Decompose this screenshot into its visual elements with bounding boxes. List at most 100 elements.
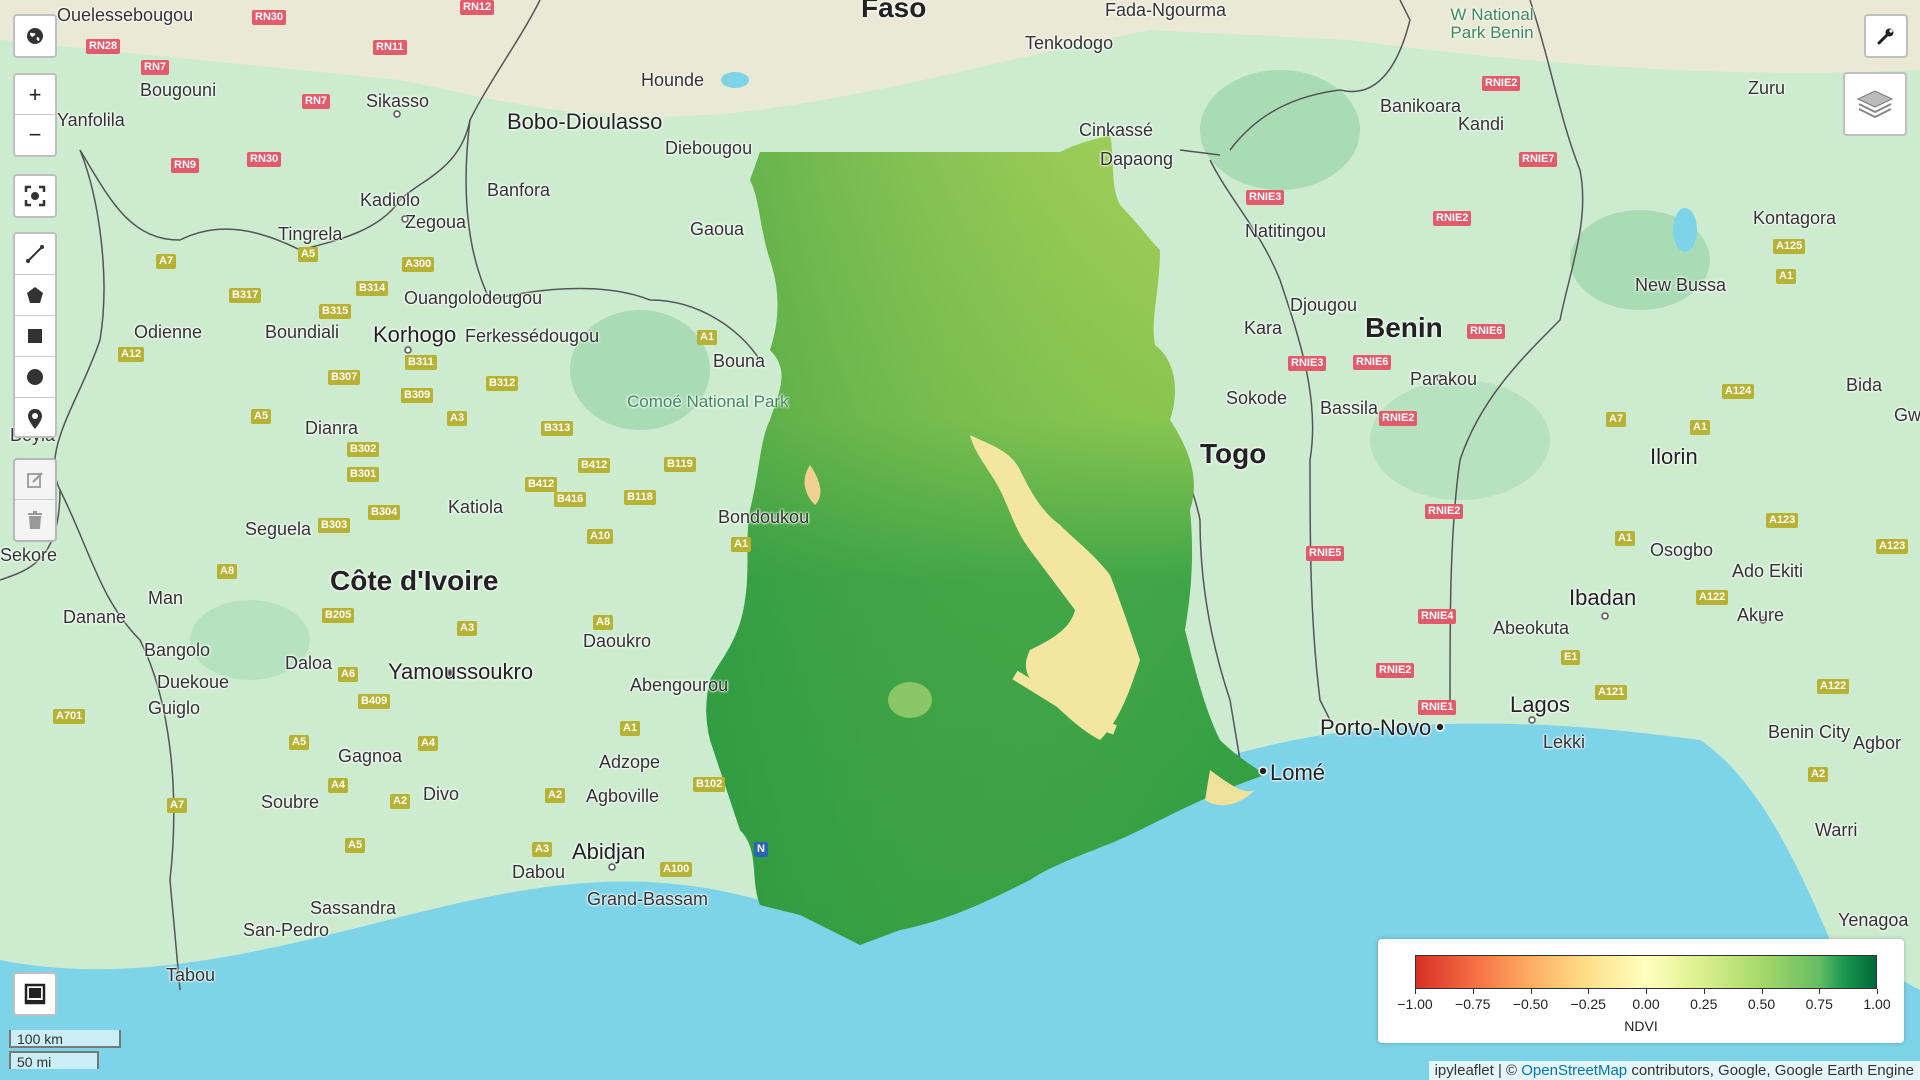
marker-icon[interactable]: [15, 398, 55, 439]
city-label: Bobo-Dioulasso: [507, 109, 663, 134]
legend-tick-mark: [1761, 989, 1763, 994]
road-shield: B409: [358, 694, 391, 709]
city-label: Bangolo: [144, 640, 211, 660]
city-label: Cinkassé: [1079, 120, 1154, 140]
city-label: Boundiali: [265, 322, 340, 342]
polygon-icon[interactable]: [15, 275, 55, 316]
city-label: Abengourou: [630, 675, 729, 695]
legend-tick-mark: [1703, 989, 1705, 994]
legend-tick-label: −0.50: [1512, 996, 1549, 1012]
city-label: Ilorin: [1650, 444, 1698, 469]
zoom-out-button[interactable]: −: [28, 122, 42, 147]
country-label-togo: Togo: [1200, 438, 1267, 469]
road-shield: B102: [693, 777, 726, 792]
road-shield: A2: [1808, 767, 1829, 782]
road-shield: A1: [1776, 269, 1797, 284]
layers-icon[interactable]: [1845, 74, 1905, 134]
toolbar-control[interactable]: [1864, 14, 1908, 58]
border-line: [1449, 0, 1584, 701]
globe-icon[interactable]: [15, 16, 55, 56]
city-label: Danane: [63, 607, 127, 627]
fullscreen-icon[interactable]: [15, 176, 55, 216]
sahel-area: [0, 0, 1920, 117]
park-label-comoe: Comoé National Park: [627, 392, 789, 411]
attribution-prefix: ipyleaflet | ©: [1434, 1062, 1522, 1079]
edit-icon[interactable]: [15, 460, 55, 500]
city-label: Seguela: [245, 519, 312, 539]
road-shield: N: [754, 842, 768, 857]
road-shield: A3: [447, 411, 468, 426]
trash-icon[interactable]: [15, 500, 55, 540]
circle-icon[interactable]: [15, 357, 55, 398]
scale-bar-mi: 50 mi: [9, 1051, 99, 1070]
osm-link[interactable]: OpenStreetMap: [1521, 1062, 1628, 1079]
rectangle-icon[interactable]: [15, 316, 55, 357]
city-label: Yamoussoukro: [388, 659, 534, 684]
lake: [1673, 208, 1697, 252]
road-shield: B313: [541, 421, 574, 436]
legend-tick-label: 0.50: [1747, 996, 1776, 1012]
border-line: [53, 149, 181, 991]
road-shield: A100: [660, 862, 693, 877]
legend-tick-mark: [1472, 989, 1474, 994]
road-shield: B118: [624, 490, 656, 505]
edit-toolbar[interactable]: [13, 458, 57, 542]
road-shield: A125: [1773, 239, 1806, 254]
draw-toolbar[interactable]: [13, 232, 57, 438]
legend-tick-mark: [1415, 989, 1416, 994]
road-shield: E1: [1561, 650, 1581, 665]
city-label: Man: [148, 588, 184, 608]
road-shield: A121: [1595, 685, 1628, 700]
road-shield: A7: [167, 798, 188, 813]
city-label: Parakou: [1410, 369, 1478, 389]
basemap-control[interactable]: [13, 14, 57, 58]
border-line: [465, 0, 761, 361]
city-label: Tingrela: [278, 224, 343, 244]
legend-title: NDVI: [1624, 1018, 1658, 1034]
scale-bar-km: 100 km: [9, 1030, 121, 1048]
road-shield: B119: [664, 457, 696, 472]
road-shield: B303: [318, 518, 351, 533]
road-shield: A8: [593, 615, 614, 630]
road-shield: RNIE7: [1519, 152, 1558, 167]
forest-patch: [570, 310, 710, 430]
city-label: Duekoue: [157, 672, 230, 692]
inspector-control[interactable]: [13, 972, 57, 1016]
city-label: Soubre: [261, 792, 320, 812]
legend-tick-mark: [1530, 989, 1532, 994]
road-shield: A124: [1722, 384, 1755, 399]
city-label: Zegoua: [405, 212, 467, 232]
city-label: Akure: [1737, 605, 1785, 625]
city-label: Grand-Bassam: [587, 889, 709, 909]
polyline-icon[interactable]: [15, 234, 55, 275]
city-label: Bida: [1846, 375, 1883, 395]
legend-tick-label: −0.75: [1455, 996, 1491, 1012]
road-shield: A5: [251, 409, 272, 424]
zoom-control[interactable]: + −: [13, 73, 57, 157]
city-label: Sokode: [1226, 388, 1288, 408]
legend-tick-label: −1.00: [1397, 996, 1433, 1012]
road-shield: RNIE2: [1379, 411, 1418, 426]
road-shield: B304: [368, 505, 401, 520]
road-shield: RNIE6: [1353, 355, 1392, 370]
road-shield: A7: [1606, 412, 1627, 427]
wrench-icon[interactable]: [1866, 16, 1906, 56]
inspector-icon[interactable]: [15, 974, 55, 1014]
road-shield: RNIE6: [1467, 324, 1506, 339]
road-shield: RN30: [252, 10, 287, 25]
road-shield: A1: [731, 537, 752, 552]
road-shield: B311: [405, 355, 437, 370]
lake-volta-arm: [1012, 670, 1117, 735]
layers-control[interactable]: [1843, 72, 1907, 136]
fullscreen-control[interactable]: [13, 174, 57, 218]
city-label: Bougouni: [140, 80, 217, 100]
city-label: Sassandra: [310, 898, 397, 918]
attribution-suffix: contributors, Google, Google Earth Engin…: [1627, 1062, 1914, 1079]
city-label: Sekore: [0, 545, 58, 565]
road-shield: RN30: [247, 152, 282, 167]
zoom-in-button[interactable]: +: [15, 75, 55, 115]
road-shield: A1: [1615, 531, 1636, 546]
country-label-cote-divoire: Côte d'Ivoire: [330, 565, 499, 596]
city-label: Agbor: [1853, 733, 1902, 753]
road-shield: B416: [554, 492, 587, 507]
